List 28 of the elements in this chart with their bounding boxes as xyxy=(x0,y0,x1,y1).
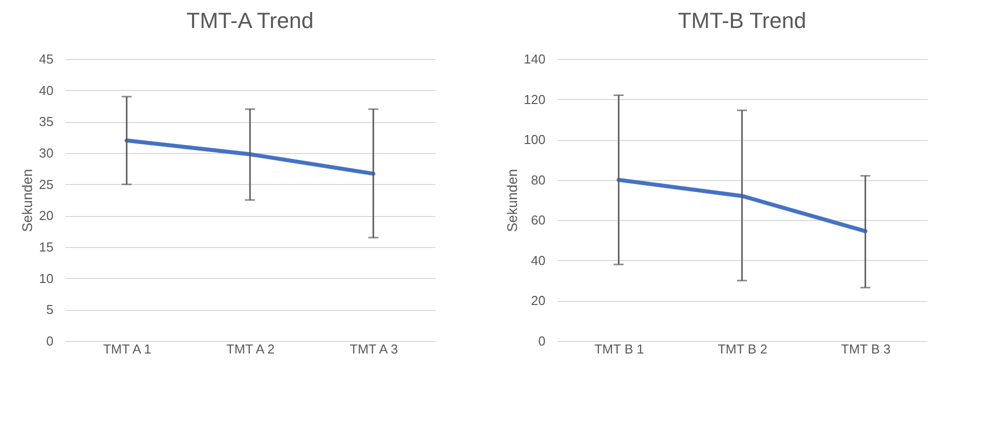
x-tick-label: TMT A 1 xyxy=(103,342,152,356)
x-tick-label: TMT B 2 xyxy=(718,342,768,356)
x-tick-label: TMT B 1 xyxy=(594,342,644,356)
y-tick-label: 5 xyxy=(46,302,54,318)
y-axis-title: Sekunden xyxy=(504,168,520,232)
y-tick-label: 40 xyxy=(39,82,54,98)
y-tick-label: 20 xyxy=(531,293,546,308)
y-tick-label: 35 xyxy=(39,114,54,130)
y-tick-label: 80 xyxy=(531,172,546,188)
y-tick-label: 30 xyxy=(39,146,54,160)
x-tick-label: TMT A 3 xyxy=(350,342,398,356)
x-tick-label: TMT A 2 xyxy=(226,342,275,356)
y-tick-label: 100 xyxy=(524,132,546,148)
y-tick-label: 40 xyxy=(531,252,546,268)
y-tick-label: 10 xyxy=(39,270,54,286)
y-tick-label: 140 xyxy=(524,52,546,66)
y-tick-label: 120 xyxy=(524,92,546,107)
y-tick-label: 45 xyxy=(39,52,54,66)
y-tick-label: 25 xyxy=(39,176,54,192)
chart-title: TMT-B Trend xyxy=(678,8,806,33)
x-tick-label: TMT B 3 xyxy=(841,342,891,356)
y-tick-label: 0 xyxy=(46,334,54,348)
y-tick-label: 15 xyxy=(39,240,54,254)
chart-title: TMT-A Trend xyxy=(186,8,314,33)
y-tick-label: 0 xyxy=(538,334,546,348)
y-tick-label: 60 xyxy=(531,212,546,228)
y-axis-title: Sekunden xyxy=(19,168,36,232)
y-tick-label: 20 xyxy=(39,208,54,224)
